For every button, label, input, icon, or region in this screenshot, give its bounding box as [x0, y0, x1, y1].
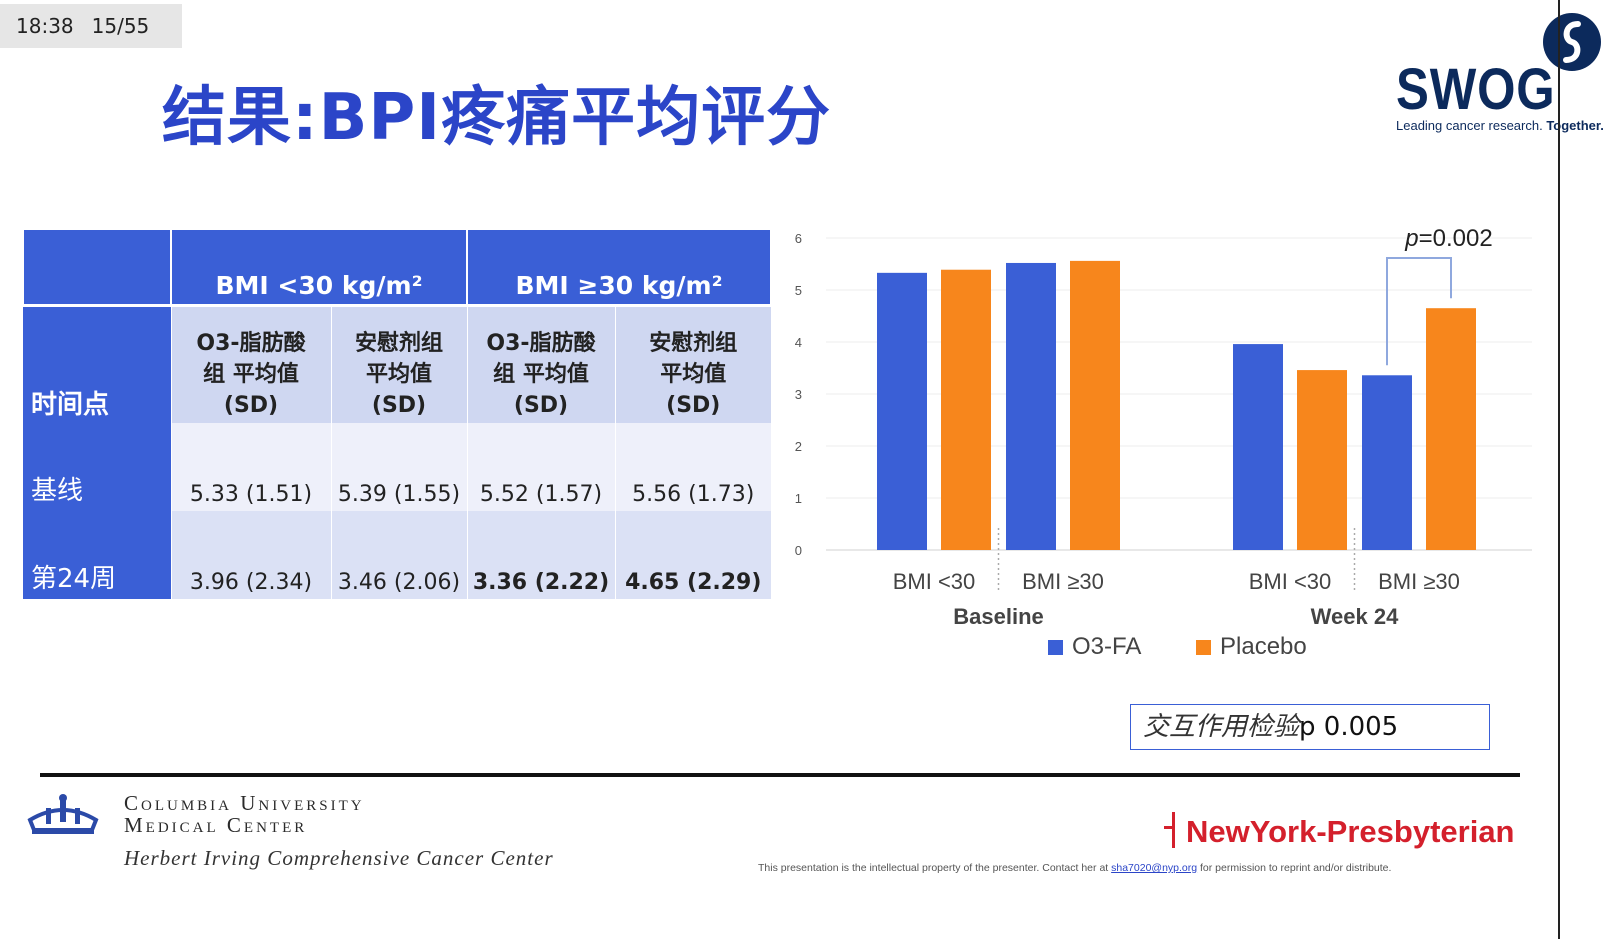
bar: [1426, 308, 1476, 550]
table-cell: 5.56 (1.73): [614, 423, 771, 511]
swog-emblem-icon: [1543, 13, 1601, 71]
table-column-header-row: 时间点 O3-脂肪酸组 平均值 (SD) 安慰剂组 平均值 (SD) O3-脂肪酸组 …: [23, 303, 771, 423]
column-header: 安慰剂组 平均值 (SD): [330, 303, 467, 423]
disclaimer: This presentation is the intellectual pr…: [758, 862, 1392, 874]
swog-tagline: Leading cancer research. Together.: [1396, 118, 1604, 133]
column-header: 安慰剂组 平均值 (SD): [614, 303, 771, 423]
column-header: O3-脂肪酸组 平均值 (SD): [170, 303, 331, 423]
legend-label: Placebo: [1220, 633, 1307, 660]
x-tick-label: BMI <30: [893, 569, 976, 594]
row-header-label: 时间点: [23, 303, 171, 423]
y-tick-label: 3: [795, 387, 802, 402]
contact-email-link[interactable]: sha7020@nyp.org: [1111, 862, 1198, 874]
group-header-bmi-ge30: BMI ≥30 kg/m²: [466, 228, 772, 306]
nyp-mark-icon: [1164, 812, 1175, 848]
y-tick-label: 0: [795, 543, 802, 558]
bpi-table: BMI <30 kg/m² BMI ≥30 kg/m² 时间点 O3-脂肪酸组 …: [22, 228, 772, 599]
significance-bracket: [1386, 257, 1452, 366]
y-tick-label: 6: [795, 231, 802, 246]
table-group-header-row: BMI <30 kg/m² BMI ≥30 kg/m²: [22, 228, 772, 306]
table-cell: 3.46 (2.06): [330, 511, 467, 599]
swog-logo: SWOG Leading cancer research. Together.: [1396, 4, 1610, 154]
table-cell: 5.33 (1.51): [170, 423, 331, 511]
footer-divider: [40, 773, 1520, 777]
swog-wordmark: SWOG: [1396, 57, 1556, 122]
table-cell: 4.65 (2.29): [614, 511, 771, 599]
column-header: O3-脂肪酸组 平均值 (SD): [466, 303, 615, 423]
row-label: 第24周: [23, 511, 171, 599]
bar: [941, 269, 991, 550]
legend-swatch: [1048, 640, 1063, 655]
slide-edge: [1558, 0, 1560, 939]
group-label: Baseline: [953, 604, 1044, 629]
table-corner: [22, 228, 172, 306]
p-value-annotation: p=0.002: [1404, 225, 1492, 252]
slide-title: 结果:BPI疼痛平均评分: [162, 81, 832, 155]
y-tick-label: 5: [795, 283, 802, 298]
bar-chart: 0 1 2 3 4 5 6 BMI <30 BMI ≥30 BMI <30 BMI ≥30 Basel…: [795, 225, 1532, 660]
legend-label: O3-FA: [1072, 633, 1141, 660]
interaction-value: p 0.005: [1299, 712, 1399, 742]
x-tick-label: BMI ≥30: [1022, 569, 1104, 594]
y-tick-label: 4: [795, 335, 802, 350]
slide-counter: 15/55: [91, 14, 150, 38]
bar: [1362, 375, 1412, 550]
group-header-bmi-lt30: BMI <30 kg/m²: [170, 228, 468, 306]
x-tick-label: BMI ≥30: [1378, 569, 1460, 594]
clock: 18:38: [16, 14, 74, 38]
bar: [1297, 370, 1347, 550]
bar: [877, 272, 927, 550]
interaction-test-box: 交互作用检验p 0.005: [1130, 704, 1490, 750]
row-label: 基线: [23, 423, 171, 511]
bar: [1233, 344, 1283, 550]
x-tick-label: BMI <30: [1249, 569, 1332, 594]
table-cell: 3.36 (2.22): [466, 511, 615, 599]
status-bar: 18:38 15/55: [0, 4, 182, 48]
table-cell: 5.52 (1.57): [466, 423, 615, 511]
bar: [1006, 262, 1056, 550]
interaction-label: 交互作用检验: [1143, 712, 1300, 742]
columbia-name: Columbia University Medical Center: [124, 791, 365, 837]
bar: [1070, 260, 1120, 550]
legend-swatch: [1196, 640, 1211, 655]
y-tick-label: 1: [795, 491, 802, 506]
table-cell: 5.39 (1.55): [330, 423, 467, 511]
nyp-logo: NewYork-Presbyterian: [1164, 812, 1515, 850]
y-tick-label: 2: [795, 439, 802, 454]
table-cell: 3.96 (2.34): [170, 511, 331, 599]
table-row: 基线 5.33 (1.51) 5.39 (1.55) 5.52 (1.57) 5…: [23, 423, 771, 511]
columbia-crown-icon: [27, 794, 99, 834]
cancer-center-name: Herbert Irving Comprehensive Cancer Cent…: [124, 846, 554, 870]
table-row: 第24周 3.96 (2.34) 3.46 (2.06) 3.36 (2.22)…: [23, 511, 771, 599]
group-label: Week 24: [1311, 604, 1399, 629]
